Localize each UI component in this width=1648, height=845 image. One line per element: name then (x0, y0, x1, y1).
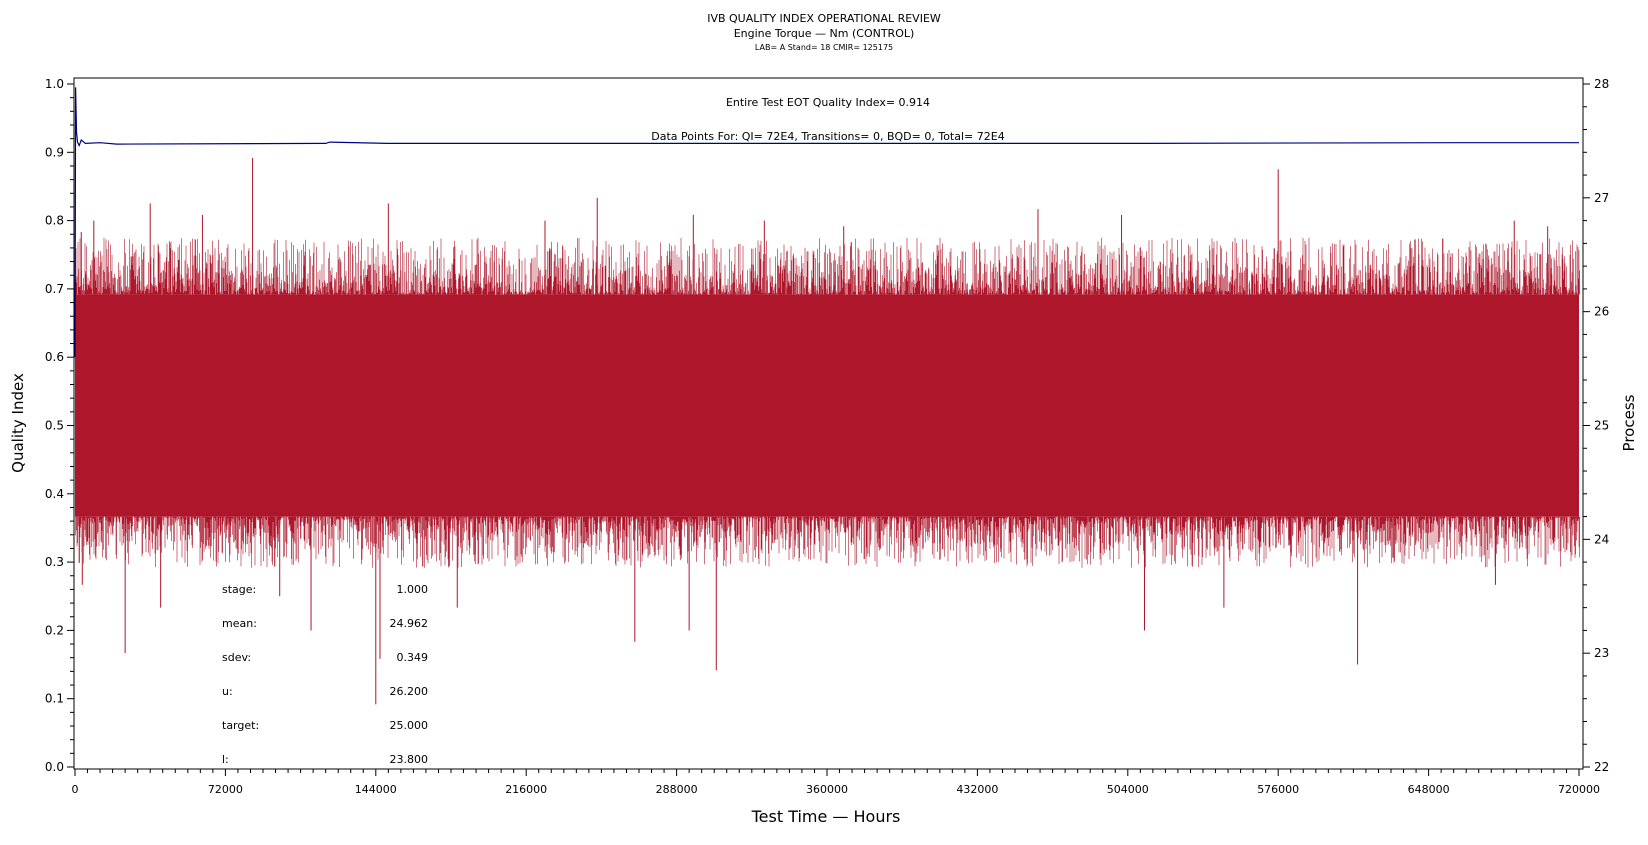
stats-box: stage: 1.000 mean: 24.962 sdev: 0.349 u:… (222, 583, 428, 766)
y-tick-label: 0.6 (45, 350, 64, 364)
y-tick-label: 0.8 (45, 214, 64, 228)
y2-tick-label: 24 (1594, 532, 1609, 546)
y-tick-label: 0.9 (45, 145, 64, 159)
process-band (75, 294, 1579, 517)
stat-label: l: (222, 753, 229, 766)
annotation-quality-index: Entire Test EOT Quality Index= 0.914 (726, 96, 930, 109)
y2-tick-label: 25 (1594, 419, 1609, 433)
y-axis-label: Quality Index (9, 373, 27, 473)
y2-tick-label: 27 (1594, 191, 1609, 205)
plot-frame (73, 77, 1584, 770)
stat-value: 0.349 (397, 651, 429, 664)
stat-label: sdev: (222, 651, 251, 664)
y-tick-label: 0.0 (45, 760, 64, 774)
y-tick-label: 0.4 (45, 487, 64, 501)
stat-label: mean: (222, 617, 257, 630)
x-tick-label: 0 (72, 783, 79, 796)
stat-label: stage: (222, 583, 256, 596)
y2-tick-label: 23 (1594, 646, 1609, 660)
y2-tick-label: 22 (1594, 760, 1609, 774)
stat-value: 25.000 (390, 719, 429, 732)
y2-axis-label: Process (1620, 394, 1638, 451)
quality-index-line (74, 87, 1579, 358)
y-tick-label: 1.0 (45, 77, 64, 91)
axis-ticks: 0 72000 144000 216000 288000 360000 432000 5040… (45, 77, 1609, 796)
x-axis-label: Test Time — Hours (751, 807, 901, 826)
y-tick-label: 0.2 (45, 623, 64, 637)
annotation-data-points: Data Points For: QI= 72E4, Transitions= … (651, 130, 1004, 143)
x-tick-label: 360000 (806, 783, 848, 796)
x-tick-label: 72000 (208, 783, 243, 796)
y-tick-label: 0.7 (45, 282, 64, 296)
chart-title: IVB QUALITY INDEX OPERATIONAL REVIEW (707, 12, 941, 25)
x-tick-label: 504000 (1107, 783, 1149, 796)
stat-label: u: (222, 685, 233, 698)
stat-value: 26.200 (390, 685, 429, 698)
y2-tick-label: 28 (1594, 77, 1609, 91)
y-tick-label: 0.3 (45, 555, 64, 569)
x-tick-label: 288000 (656, 783, 698, 796)
x-tick-label: 648000 (1408, 783, 1450, 796)
chart-subtitle: Engine Torque — Nm (CONTROL) (734, 27, 915, 40)
x-tick-label: 432000 (956, 783, 998, 796)
x-tick-label: 576000 (1257, 783, 1299, 796)
y-tick-label: 0.1 (45, 692, 64, 706)
x-tick-label: 144000 (355, 783, 397, 796)
x-tick-label: 720000 (1558, 783, 1600, 796)
stat-value: 23.800 (390, 753, 429, 766)
y2-tick-label: 26 (1594, 305, 1609, 319)
process-fringe (75, 237, 1580, 568)
chart-subtitle-2: LAB= A Stand= 18 CMIR= 125175 (755, 43, 893, 52)
plot-area (74, 87, 1580, 705)
y-tick-label: 0.5 (45, 419, 64, 433)
x-tick-label: 216000 (505, 783, 547, 796)
stat-value: 24.962 (390, 617, 429, 630)
stat-label: target: (222, 719, 259, 732)
stat-value: 1.000 (397, 583, 429, 596)
